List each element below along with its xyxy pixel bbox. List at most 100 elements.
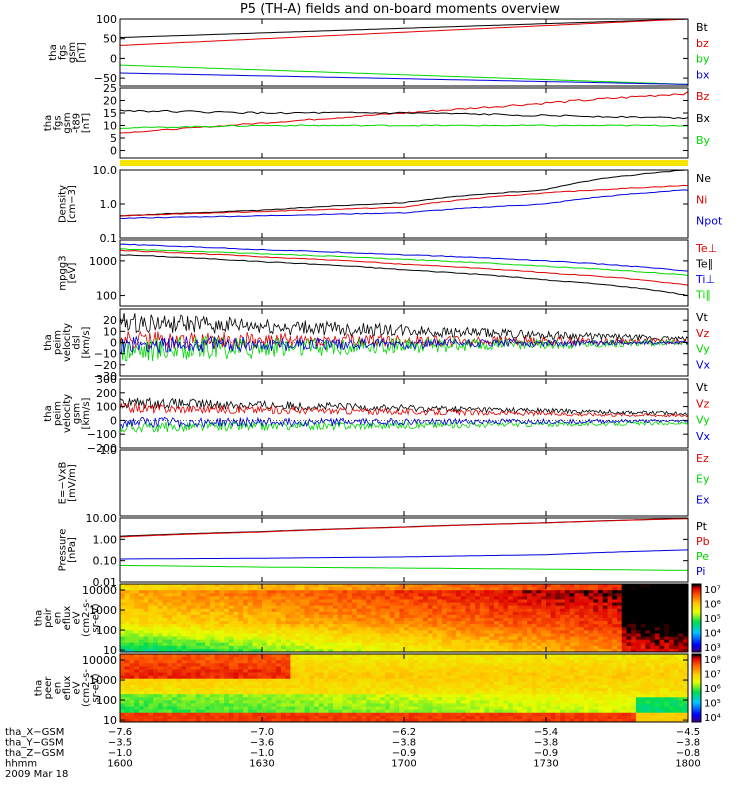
heatmap-cell (536, 584, 542, 588)
heatmap-cell (328, 657, 334, 661)
heatmap-cell (645, 584, 651, 588)
heatmap-cell (484, 636, 490, 641)
heatmap-cell (375, 645, 381, 650)
heatmap-cell (214, 657, 220, 661)
heatmap-cell (361, 624, 367, 628)
heatmap-cell (527, 654, 533, 658)
heatmap-cell (456, 669, 462, 674)
heatmap-cell (517, 654, 523, 658)
heatmap-cell (276, 712, 282, 717)
heatmap-cell (503, 611, 509, 616)
heatmap-cell (176, 593, 183, 597)
heatmap-cell (484, 675, 490, 680)
heatmap-cell (233, 694, 239, 698)
heatmap-cell (583, 593, 590, 597)
heatmap-cell (475, 639, 481, 644)
heatmap-cell (404, 672, 410, 677)
heatmap-cell (404, 618, 410, 622)
y-tick-label: 100 (96, 401, 117, 414)
heatmap-cell (631, 636, 637, 641)
heatmap-cell (385, 694, 391, 698)
heatmap-cell (541, 593, 547, 597)
heatmap-cell (351, 691, 358, 695)
heatmap-cell (465, 633, 471, 638)
heatmap-cell (209, 608, 216, 613)
heatmap-cell (380, 648, 386, 652)
heatmap-cell (475, 660, 481, 664)
heatmap-cell (527, 703, 533, 708)
heatmap-cell (195, 675, 202, 680)
heatmap-cell (351, 709, 358, 714)
heatmap-cell (304, 584, 310, 588)
heatmap-cell (176, 642, 183, 647)
heatmap-cell (186, 596, 192, 601)
heatmap-cell (200, 660, 206, 664)
heatmap-cell (262, 642, 268, 647)
heatmap-cell (209, 703, 216, 708)
heatmap-cell (541, 645, 547, 650)
heatmap-cell (328, 584, 334, 588)
heatmap-cell (209, 684, 216, 689)
heatmap-cell (427, 684, 433, 689)
heatmap-cell (214, 666, 220, 671)
heatmap-cell (238, 681, 244, 686)
heatmap-cell (314, 630, 320, 635)
panel-plot-area (120, 243, 688, 297)
heatmap-cell (318, 639, 325, 644)
heatmap-cell (541, 678, 547, 683)
heatmap-cell (536, 678, 542, 683)
heatmap-cell (583, 639, 590, 644)
heatmap-cell (404, 669, 410, 674)
heatmap-cell (271, 666, 277, 671)
heatmap-cell (522, 678, 528, 683)
heatmap-cell (167, 684, 173, 689)
legend: Te⊥Te∥Ti⊥Ti∥ (695, 242, 717, 302)
heatmap-cell (233, 590, 239, 594)
heatmap-cell (271, 718, 277, 722)
y-tick-label: 200 (96, 387, 117, 400)
heatmap-cell (484, 691, 490, 695)
heatmap-cell (408, 587, 415, 591)
heatmap-cell (342, 697, 348, 701)
heatmap-cell (579, 596, 585, 601)
heatmap-cell (209, 691, 216, 695)
heatmap-cell (299, 666, 306, 671)
heatmap-cell (304, 639, 310, 644)
heatmap-cell (446, 654, 452, 658)
heatmap-cell (205, 688, 211, 692)
heatmap-cell (564, 633, 571, 638)
heatmap-cell (479, 633, 486, 638)
heatmap-cell (228, 599, 235, 604)
heatmap-cell (460, 709, 467, 714)
heatmap-cell (309, 599, 315, 604)
heatmap-cell (271, 627, 277, 631)
heatmap-cell (432, 624, 438, 628)
heatmap-cell (309, 590, 315, 594)
heatmap-cell (626, 642, 632, 647)
heatmap-cell (209, 657, 216, 661)
heatmap-cell (460, 587, 467, 591)
heatmap-cell (120, 697, 126, 701)
heatmap-cell (186, 678, 192, 683)
heatmap-cell (290, 715, 296, 720)
heatmap-cell (366, 596, 372, 601)
heatmap-cell (574, 642, 580, 647)
heatmap-cell (489, 630, 495, 635)
heatmap-cell (517, 715, 523, 720)
heatmap-cell (337, 666, 344, 671)
heatmap-cell (512, 627, 519, 631)
panel-plot-area (120, 91, 688, 134)
heatmap-cell (432, 666, 438, 671)
heatmap-cell (645, 648, 651, 652)
heatmap-cell (522, 691, 528, 695)
heatmap-cell (167, 681, 173, 686)
heatmap-cell (370, 602, 377, 607)
heatmap-cell (280, 648, 287, 652)
heatmap-cell (479, 605, 486, 610)
heatmap-cell (318, 614, 325, 619)
heatmap-cell (181, 624, 187, 628)
heatmap-cell (484, 660, 490, 664)
heatmap-cell (617, 605, 623, 610)
heatmap-cell (399, 669, 405, 674)
heatmap-cell (517, 703, 523, 708)
